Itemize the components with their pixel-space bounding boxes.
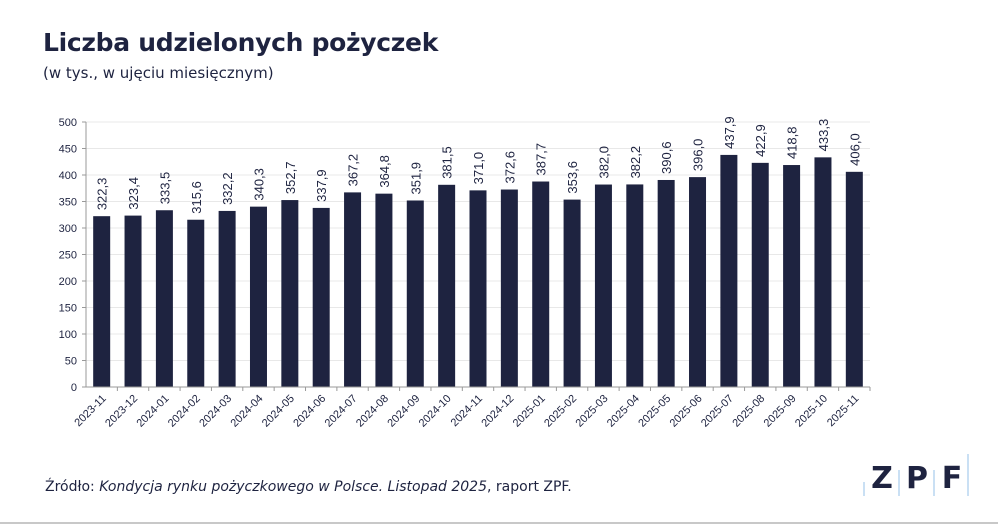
x-tick-label: 2024-09 [385, 393, 422, 430]
y-tick-label: 500 [59, 117, 77, 129]
x-tick-label: 2025-05 [636, 393, 673, 430]
x-tick-label: 2025-03 [574, 393, 611, 430]
data-label: 371,0 [471, 152, 486, 185]
x-tick-label: 2025-09 [762, 393, 799, 430]
x-tick-label: 2024-08 [354, 393, 391, 430]
x-tick-label: 2024-04 [229, 393, 266, 430]
source-prefix: Źródło: [45, 479, 100, 495]
logo-letter: F [942, 461, 963, 496]
bar [469, 190, 487, 387]
bar [783, 165, 801, 387]
source-title: Kondycja rynku pożyczkowego w Polsce. Li… [99, 479, 487, 495]
data-label: 337,9 [314, 169, 329, 202]
bar [187, 219, 205, 387]
bar [375, 193, 393, 387]
source-suffix: , raport ZPF. [487, 479, 572, 495]
bar [657, 179, 675, 387]
x-tick-label: 2024-07 [323, 393, 360, 430]
bar [594, 184, 612, 387]
bar [93, 216, 111, 387]
data-label: 372,6 [502, 151, 517, 184]
data-label: 381,5 [440, 146, 455, 179]
y-tick-label: 300 [59, 223, 77, 235]
data-label: 364,8 [377, 155, 392, 188]
data-label: 333,5 [157, 172, 172, 205]
bar [814, 157, 832, 387]
data-label: 332,2 [220, 172, 235, 205]
x-tick-label: 2023-11 [72, 393, 108, 429]
bar [249, 206, 267, 387]
bar [312, 207, 330, 387]
bar [532, 181, 550, 387]
y-tick-label: 50 [65, 356, 77, 368]
data-label: 406,0 [847, 133, 862, 166]
bar [406, 200, 424, 387]
x-tick-label: 2024-12 [479, 393, 516, 430]
y-tick-label: 200 [59, 276, 77, 288]
data-label: 382,2 [628, 146, 643, 179]
bar [563, 199, 581, 387]
x-tick-label: 2024-03 [197, 393, 234, 430]
x-tick-label: 2025-08 [730, 393, 767, 430]
source-note: Źródło: Kondycja rynku pożyczkowego w Po… [45, 479, 572, 495]
x-tick-label: 2025-11 [825, 393, 861, 429]
x-tick-label: 2024-06 [291, 393, 328, 430]
data-label: 418,8 [785, 126, 800, 159]
bar [124, 215, 142, 387]
data-label: 396,0 [691, 139, 706, 172]
logo-letter: Z [871, 461, 893, 496]
y-tick-label: 450 [59, 144, 77, 156]
y-tick-label: 100 [59, 329, 77, 341]
data-label: 352,7 [283, 162, 298, 195]
data-label: 387,7 [534, 143, 549, 176]
data-label: 382,0 [596, 146, 611, 179]
chart-title: Liczba udzielonych pożyczek [43, 28, 439, 57]
data-label: 353,6 [565, 161, 580, 194]
bar [218, 210, 236, 387]
data-label: 322,3 [95, 178, 110, 211]
data-label: 390,6 [659, 141, 674, 174]
data-label: 437,9 [722, 116, 737, 149]
x-tick-label: 2025-07 [699, 393, 736, 430]
x-tick-label: 2024-10 [417, 393, 454, 430]
data-label: 433,3 [816, 119, 831, 152]
y-tick-label: 350 [59, 197, 77, 209]
data-label: 340,3 [251, 168, 266, 201]
bar [500, 189, 518, 387]
y-tick-label: 150 [59, 303, 77, 315]
bar [155, 210, 173, 387]
x-tick-label: 2024-05 [260, 393, 297, 430]
x-tick-label: 2024-02 [166, 393, 203, 430]
bar [438, 184, 456, 387]
chart-subtitle: (w tys., w ujęciu miesięcznym) [43, 64, 274, 82]
logo-letter: P [906, 461, 928, 496]
x-tick-label: 2025-02 [542, 393, 579, 430]
bar [751, 162, 769, 387]
data-label: 422,9 [753, 124, 768, 157]
bar [720, 154, 738, 387]
data-label: 351,9 [408, 162, 423, 195]
bar [845, 171, 863, 387]
y-tick-label: 400 [59, 170, 77, 182]
x-tick-label: 2023-12 [103, 393, 140, 430]
x-tick-label: 2025-10 [793, 393, 830, 430]
x-tick-label: 2025-04 [605, 393, 642, 430]
bar [626, 184, 644, 387]
data-label: 367,2 [346, 154, 361, 187]
y-tick-label: 250 [59, 250, 77, 262]
x-tick-label: 2025-01 [511, 393, 548, 430]
data-label: 323,4 [126, 177, 141, 210]
x-tick-label: 2024-01 [134, 393, 171, 430]
bar [281, 200, 299, 387]
data-label: 315,6 [189, 181, 204, 214]
x-tick-label: 2024-11 [449, 393, 485, 429]
bar [689, 177, 707, 387]
y-tick-label: 0 [71, 382, 77, 394]
x-tick-label: 2025-06 [668, 393, 705, 430]
bar [344, 192, 362, 387]
